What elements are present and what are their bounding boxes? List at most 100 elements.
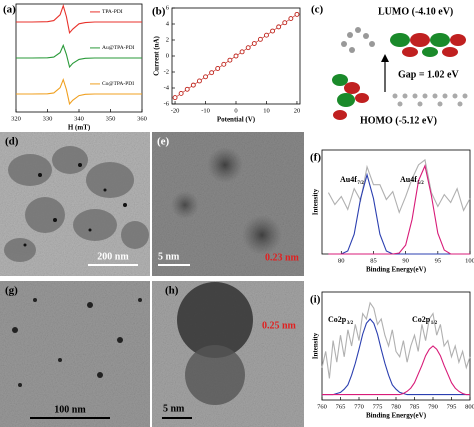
x-tick-label: 340 bbox=[74, 115, 84, 122]
x-tick-label: 795 bbox=[447, 403, 457, 410]
data-point bbox=[203, 74, 208, 80]
x-axis-label: Binding Energy(eV) bbox=[366, 266, 427, 274]
x-tick-label: 760 bbox=[317, 403, 327, 410]
data-point bbox=[233, 53, 239, 59]
annotation-sub: 3/2 bbox=[347, 321, 354, 326]
series-line bbox=[322, 345, 470, 396]
x-tick-label: 770 bbox=[354, 403, 364, 410]
x-tick-label: 100 bbox=[465, 257, 474, 264]
lattice-label: 0.23 nm bbox=[265, 252, 300, 263]
x-tick-label: 20 bbox=[294, 107, 301, 114]
legend-label: Co@TPA-PDI bbox=[102, 81, 134, 87]
panel-label: (b) bbox=[152, 6, 166, 18]
annotation: Au4f bbox=[400, 175, 417, 184]
x-tick-label: 360 bbox=[137, 115, 147, 122]
data-point bbox=[257, 36, 263, 42]
x-tick-label: 80 bbox=[338, 257, 345, 264]
x-tick-label: 0 bbox=[234, 107, 237, 114]
x-tick-label: -20 bbox=[171, 107, 180, 114]
scale-bar-label: 200 nm bbox=[97, 251, 129, 262]
x-tick-label: 790 bbox=[428, 403, 438, 410]
x-tick-label: 95 bbox=[435, 257, 442, 264]
panel-d: 200 nm (d) bbox=[0, 132, 150, 276]
y-tick-label: 2 bbox=[166, 36, 169, 43]
data-point bbox=[294, 11, 300, 17]
particles bbox=[4, 146, 149, 262]
panel-label: (i) bbox=[310, 294, 321, 306]
data-point bbox=[227, 57, 233, 63]
data-point bbox=[239, 49, 245, 55]
panel-label: (d) bbox=[5, 136, 19, 148]
x-tick-label: 10 bbox=[263, 107, 270, 114]
panel-label: (a) bbox=[3, 4, 16, 16]
data-point bbox=[245, 45, 251, 51]
x-tick-label: 785 bbox=[410, 403, 420, 410]
panel-g: 100 nm (g) bbox=[0, 281, 150, 427]
series-line bbox=[16, 43, 142, 69]
scale-bar-label: 5 nm bbox=[163, 403, 185, 414]
x-tick-label: -10 bbox=[201, 107, 210, 114]
x-tick-label: 350 bbox=[106, 115, 116, 122]
homo-label: HOMO (-5.12 eV) bbox=[360, 115, 437, 126]
lattice-label: 0.25 nm bbox=[262, 320, 297, 331]
data-point bbox=[276, 24, 282, 30]
y-tick-label: 6 bbox=[166, 4, 170, 11]
panel-label: (c) bbox=[311, 4, 324, 16]
x-tick-label: 90 bbox=[402, 257, 409, 264]
series-line bbox=[322, 318, 470, 396]
x-axis-label: Binding Energy(eV) bbox=[366, 412, 427, 420]
x-tick-label: 775 bbox=[373, 403, 383, 410]
annotation-sub: 7/2 bbox=[357, 181, 364, 186]
panel-c: (c) LUMO (-4.10 eV) Gap = 1.02 eV HOMO (… bbox=[306, 0, 474, 128]
nanoparticles bbox=[12, 298, 142, 387]
annotation: Co2p bbox=[328, 315, 347, 324]
x-tick-label: 330 bbox=[43, 115, 53, 122]
data-point bbox=[251, 41, 257, 46]
data-point bbox=[221, 61, 227, 67]
y-tick-label: -4 bbox=[164, 84, 170, 91]
y-tick-label: -6 bbox=[164, 100, 170, 107]
gap-arrowhead bbox=[381, 54, 389, 62]
y-tick-label: -2 bbox=[164, 68, 169, 75]
panel-label: (f) bbox=[310, 152, 321, 164]
lumo-lobes bbox=[390, 33, 466, 57]
data-point bbox=[282, 20, 288, 26]
lumo-label: LUMO (-4.10 eV) bbox=[378, 6, 453, 17]
molecule-bottom bbox=[392, 93, 468, 107]
x-tick-label: 85 bbox=[370, 257, 377, 264]
panel-label: (e) bbox=[157, 136, 170, 148]
legend-label: TPA-PDI bbox=[102, 9, 123, 15]
x-tick-label: 800 bbox=[465, 403, 474, 410]
homo-lobes bbox=[332, 74, 369, 120]
y-axis-label: Intensity bbox=[312, 188, 320, 215]
plot-frame bbox=[321, 291, 471, 401]
scale-bar-label: 5 nm bbox=[158, 251, 180, 262]
annotation-sub: 5/2 bbox=[417, 181, 424, 186]
x-axis-label: H (mT) bbox=[68, 124, 91, 132]
annotation: Co2p bbox=[412, 315, 431, 324]
y-axis-label: Intensity bbox=[312, 332, 320, 359]
data-point bbox=[178, 90, 184, 96]
x-tick-label: 320 bbox=[11, 115, 21, 122]
nanoparticles bbox=[23, 163, 127, 247]
x-axis-label: Potential (V) bbox=[217, 116, 256, 124]
series-line bbox=[321, 301, 471, 379]
data-point bbox=[270, 28, 276, 34]
y-tick-label: 4 bbox=[166, 20, 170, 27]
y-axis-label: Current (nA) bbox=[153, 35, 161, 75]
data-point bbox=[288, 16, 294, 22]
annotation-sub: 1/2 bbox=[431, 321, 438, 326]
series-line bbox=[16, 77, 142, 106]
annotation: Au4f bbox=[340, 175, 357, 184]
series-line bbox=[327, 158, 471, 215]
data-point bbox=[172, 95, 178, 101]
data-point bbox=[190, 82, 196, 88]
series-line bbox=[16, 3, 142, 35]
scale-bar-label: 100 nm bbox=[54, 404, 86, 415]
panel-label: (h) bbox=[165, 285, 179, 297]
data-point bbox=[209, 70, 215, 76]
panel-label: (g) bbox=[5, 285, 18, 297]
data-point bbox=[264, 32, 269, 38]
series-line bbox=[328, 164, 470, 255]
